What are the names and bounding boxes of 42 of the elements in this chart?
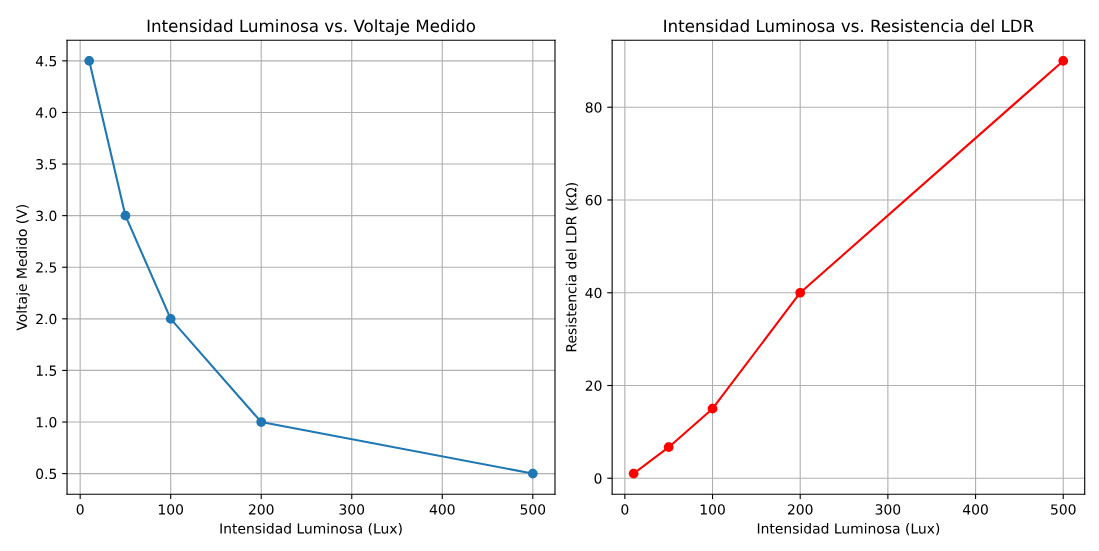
y-axis-title: Resistencia del LDR (kΩ) [565,183,579,352]
x-tick-label: 0 [76,504,84,515]
y-tick-label: 0.5 [36,468,57,480]
x-tick-label: 400 [429,504,455,515]
x-axis-title: Intensidad Luminosa (Lux) [220,522,402,536]
y-tick-label: 3.0 [36,210,57,222]
y-tick-label: 0 [594,473,602,484]
y-tick-label: 3.5 [36,159,57,170]
chart-title: Intensidad Luminosa vs. Voltaje Medido [147,19,476,36]
y-tick-label: 1.0 [36,416,57,428]
x-tick-label: 500 [1051,504,1076,515]
point [256,417,267,427]
point [527,468,538,479]
x-tick-label: 200 [248,504,274,515]
x-tick-label: 500 [520,504,546,515]
point [120,210,131,221]
x-tick-label: 300 [339,504,365,515]
point [707,403,718,414]
x-tick-label: 100 [700,504,725,515]
y-tick-label: 20 [585,380,602,391]
point [628,468,639,479]
y-axis-title: Voltaje Medido (V) [16,205,30,331]
y-tick-label: 1.5 [36,365,57,376]
point [1058,56,1069,66]
x-tick-label: 200 [787,504,813,515]
y-tick-label: 40 [585,287,602,299]
point [663,442,674,453]
y-tick-label: 2.5 [36,262,57,273]
y-tick-label: 4.5 [35,56,57,67]
y-tick-label: 80 [585,102,602,113]
y-tick-label: 60 [585,194,602,206]
x-tick-label: 0 [621,504,629,515]
point [84,56,95,66]
x-axis-title: Intensidad Luminosa (Lux) [757,522,940,536]
chart-title: Intensidad Luminosa vs. Resistencia del LDR [664,19,1034,33]
y-tick-label: 4.0 [35,107,57,118]
y-tick-label: 2.0 [36,313,57,325]
x-tick-label: 400 [962,504,988,515]
x-tick-label: 300 [875,504,901,515]
point [795,287,806,298]
point [165,313,176,324]
x-tick-label: 100 [158,504,184,515]
